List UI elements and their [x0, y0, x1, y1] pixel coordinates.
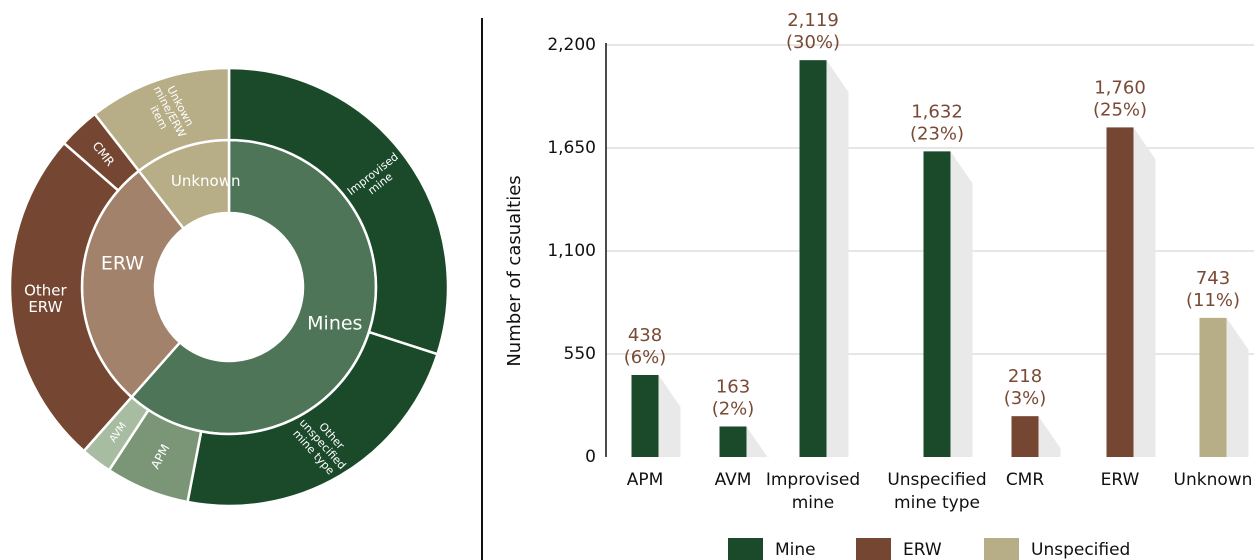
y-tick-label: 550: [564, 344, 596, 364]
x-tick-label: mine type: [894, 493, 980, 513]
inner-label-erw: ERW: [101, 252, 144, 274]
bar-value-label: 743: [1196, 268, 1230, 289]
bar-shadow: [658, 374, 681, 457]
outer-segment-improvised-mine: [227, 66, 450, 356]
bar-value-label: 1,760: [1094, 77, 1146, 98]
legend-swatch-unspecified: [984, 538, 1019, 560]
bar-pct-label: (11%): [1186, 290, 1240, 311]
y-tick-label: 0: [585, 447, 596, 467]
bar-pct-label: (30%): [786, 32, 840, 53]
bar-value-label: 163: [716, 376, 750, 397]
bar-shadow: [1226, 317, 1249, 457]
bar-shadow: [746, 426, 769, 459]
x-tick-label: Unspecified: [887, 470, 986, 490]
bar-shadow: [1038, 416, 1061, 457]
legend-swatch-erw: [856, 538, 891, 560]
bar-shadow: [950, 151, 973, 457]
x-tick-label: ERW: [1101, 470, 1140, 490]
legend-label-mine: Mine: [775, 540, 816, 560]
outer-label-other-erw: Other ERW: [24, 281, 67, 316]
x-tick-label: APM: [627, 470, 664, 490]
bar-value-label: 218: [1008, 366, 1042, 387]
inner-label-unknown: Unknown: [171, 171, 241, 189]
x-tick-label: AVM: [715, 470, 752, 490]
inner-label-mines: Mines: [307, 312, 362, 334]
legend-label-erw: ERW: [903, 540, 942, 560]
x-tick-label: Unknown: [1174, 470, 1253, 490]
bar-pct-label: (3%): [1004, 388, 1047, 409]
bar-pct-label: (6%): [624, 347, 667, 368]
bar-cmr: [1011, 416, 1039, 457]
bar-unknown: [1199, 317, 1227, 457]
x-tick-label: mine: [792, 493, 835, 513]
outer-segment-unkown-mine-erw-item: [92, 66, 231, 173]
bar-chart: 0 550 1,100 1,650 2,200 Number of casualties 4…: [504, 10, 1254, 560]
x-tick-label: Improvised: [766, 470, 860, 490]
bar-erw: [1106, 127, 1134, 458]
bar-pct-label: (23%): [910, 123, 964, 144]
bar-pct-label: (2%): [712, 398, 755, 419]
bar-value-label: 2,119: [787, 10, 839, 31]
bar-unspecified-mine-type: [923, 151, 951, 457]
bar-improvised-mine: [799, 60, 827, 457]
y-tick-label: 1,100: [547, 241, 596, 261]
y-tick-label: 2,200: [547, 35, 596, 55]
y-tick-label: 1,650: [547, 138, 596, 158]
x-tick-label: CMR: [1006, 470, 1045, 490]
bar-shadow: [826, 60, 849, 457]
legend-label-unspecified: Unspecified: [1031, 540, 1130, 560]
bar-apm: [631, 374, 659, 457]
bar-shadow: [1133, 127, 1156, 458]
panel-divider: [481, 18, 483, 560]
y-axis-title: Number of casualties: [504, 175, 525, 366]
bar-avm: [719, 426, 747, 457]
bar-value-label: 1,632: [911, 101, 963, 122]
bar-value-label: 438: [628, 325, 662, 346]
outer-segment-other-erw: [8, 141, 134, 453]
bar-pct-label: (25%): [1093, 99, 1147, 120]
legend-swatch-mine: [728, 538, 763, 560]
